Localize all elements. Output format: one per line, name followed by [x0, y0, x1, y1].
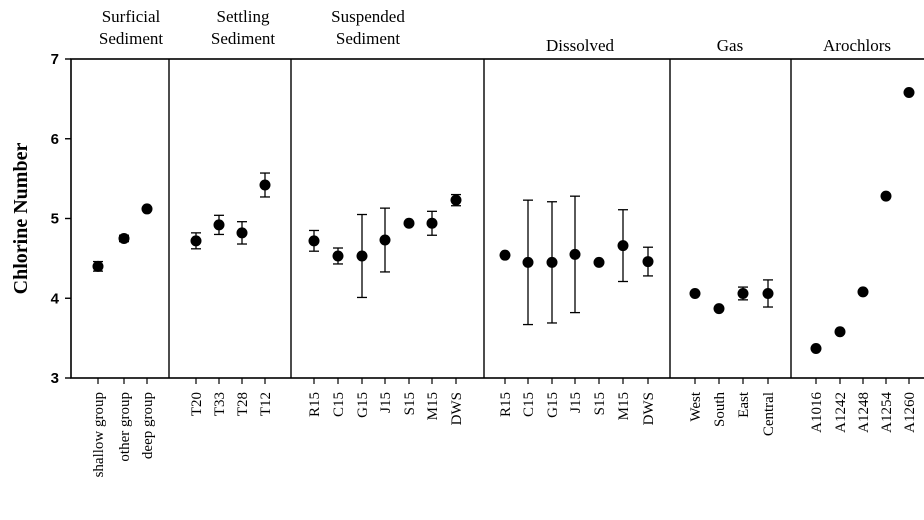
x-tick-label-3-6: DWS — [641, 392, 657, 425]
x-tick-label-4-3: Central — [761, 392, 777, 436]
y-tick-label-1: 4 — [51, 290, 60, 307]
data-point-5-2 — [857, 286, 869, 298]
data-point-5-1 — [834, 326, 846, 338]
x-tick-label-5-1: A1242 — [833, 392, 849, 433]
x-tick-label-3-1: C15 — [521, 392, 537, 417]
data-point-3-1 — [522, 256, 534, 268]
x-tick-label-2-1: C15 — [331, 392, 347, 417]
group-title-1-line-0: Settling — [217, 7, 270, 26]
data-point-1-2 — [236, 227, 248, 239]
x-tick-label-5-3: A1254 — [879, 392, 895, 433]
data-point-0-0 — [92, 260, 104, 272]
x-tick-label-3-2: G15 — [545, 392, 561, 418]
x-tick-label-1-0: T20 — [189, 392, 205, 416]
data-point-3-4 — [593, 256, 605, 268]
data-point-3-3 — [569, 248, 581, 260]
group-title-2-line-0: Suspended — [331, 7, 405, 26]
data-point-0-1 — [118, 232, 130, 244]
x-tick-label-1-1: T33 — [212, 392, 228, 416]
x-tick-label-5-2: A1248 — [856, 392, 872, 433]
data-point-2-2 — [356, 250, 368, 262]
group-title-5-line-0: Arochlors — [823, 36, 891, 55]
data-point-4-2 — [737, 287, 749, 299]
x-tick-label-4-0: West — [688, 391, 704, 421]
data-point-1-0 — [190, 235, 202, 247]
data-point-2-3 — [379, 234, 391, 246]
group-title-4-line-0: Gas — [717, 36, 743, 55]
data-point-1-3 — [259, 179, 271, 191]
data-point-3-0 — [499, 249, 511, 261]
y-tick-label-3: 6 — [51, 131, 59, 148]
x-tick-label-2-0: R15 — [307, 392, 323, 417]
group-title-3-line-0: Dissolved — [546, 36, 615, 55]
x-tick-label-3-0: R15 — [498, 392, 514, 417]
x-tick-label-2-4: S15 — [402, 392, 418, 415]
data-point-2-4 — [403, 217, 415, 229]
data-point-2-5 — [426, 217, 438, 229]
data-point-0-2 — [141, 203, 153, 215]
group-title-0-line-0: Surficial — [102, 7, 161, 26]
data-point-3-5 — [617, 240, 629, 252]
data-point-4-3 — [762, 287, 774, 299]
data-point-4-1 — [713, 303, 725, 315]
x-tick-label-2-3: J15 — [378, 392, 394, 413]
data-point-3-6 — [642, 256, 654, 268]
x-tick-label-4-1: South — [712, 392, 728, 428]
data-point-2-6 — [450, 194, 462, 206]
x-tick-label-1-3: T12 — [258, 392, 274, 416]
x-tick-label-3-5: M15 — [616, 392, 632, 420]
data-point-1-1 — [213, 219, 225, 231]
x-tick-label-0-2: deep group — [140, 392, 156, 459]
group-title-2-line-1: Sediment — [336, 29, 400, 48]
group-title-0-line-1: Sediment — [99, 29, 163, 48]
x-tick-label-5-0: A1016 — [809, 392, 825, 433]
data-point-2-1 — [332, 250, 344, 262]
y-axis-label: Chlorine Number — [10, 143, 32, 295]
x-tick-label-0-0: shallow group — [91, 392, 107, 477]
data-point-5-0 — [810, 342, 822, 354]
x-tick-label-4-2: East — [736, 391, 752, 418]
y-tick-label-4: 7 — [51, 51, 59, 68]
data-point-4-0 — [689, 287, 701, 299]
x-tick-label-2-2: G15 — [355, 392, 371, 418]
x-tick-label-0-1: other group — [117, 392, 133, 462]
x-tick-label-3-3: J15 — [568, 392, 584, 413]
x-tick-label-5-4: A1260 — [902, 392, 918, 433]
data-point-5-4 — [903, 86, 915, 98]
group-title-1-line-1: Sediment — [211, 29, 275, 48]
y-tick-label-2: 5 — [51, 211, 59, 228]
x-tick-label-3-4: S15 — [592, 392, 608, 415]
x-tick-label-2-6: DWS — [449, 392, 465, 425]
x-tick-label-2-5: M15 — [425, 392, 441, 420]
x-tick-label-1-2: T28 — [235, 392, 251, 416]
plot-frame — [70, 58, 924, 379]
data-point-5-3 — [880, 190, 892, 202]
data-point-3-2 — [546, 256, 558, 268]
y-tick-label-0: 3 — [51, 370, 59, 387]
data-point-2-0 — [308, 235, 320, 247]
